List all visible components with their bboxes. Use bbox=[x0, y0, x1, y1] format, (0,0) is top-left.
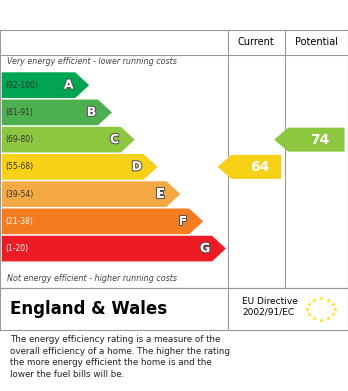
Polygon shape bbox=[274, 127, 345, 152]
Text: B: B bbox=[87, 106, 96, 119]
Polygon shape bbox=[2, 154, 158, 180]
Text: Energy Efficiency Rating: Energy Efficiency Rating bbox=[10, 8, 202, 22]
Polygon shape bbox=[218, 155, 281, 179]
Text: Current: Current bbox=[238, 37, 275, 47]
Polygon shape bbox=[2, 100, 112, 125]
Text: (39-54): (39-54) bbox=[5, 190, 33, 199]
Text: Very energy efficient - lower running costs: Very energy efficient - lower running co… bbox=[7, 57, 177, 66]
Text: EU Directive
2002/91/EC: EU Directive 2002/91/EC bbox=[242, 297, 298, 317]
Text: A: A bbox=[64, 79, 73, 91]
Text: Potential: Potential bbox=[295, 37, 338, 47]
Polygon shape bbox=[2, 236, 226, 262]
Polygon shape bbox=[2, 127, 135, 152]
Polygon shape bbox=[2, 181, 180, 207]
Polygon shape bbox=[2, 208, 203, 234]
Text: (55-68): (55-68) bbox=[5, 162, 33, 171]
Text: G: G bbox=[200, 242, 210, 255]
Text: E: E bbox=[156, 188, 165, 201]
Text: Not energy efficient - higher running costs: Not energy efficient - higher running co… bbox=[7, 274, 177, 283]
Text: (69-80): (69-80) bbox=[5, 135, 33, 144]
Text: England & Wales: England & Wales bbox=[10, 300, 168, 318]
Text: 64: 64 bbox=[250, 160, 269, 174]
Text: F: F bbox=[179, 215, 188, 228]
Text: D: D bbox=[132, 160, 142, 173]
Text: 74: 74 bbox=[310, 133, 330, 147]
Text: The energy efficiency rating is a measure of the
overall efficiency of a home. T: The energy efficiency rating is a measur… bbox=[10, 335, 230, 379]
Text: C: C bbox=[110, 133, 119, 146]
Text: (92-100): (92-100) bbox=[5, 81, 38, 90]
Text: (21-38): (21-38) bbox=[5, 217, 33, 226]
Text: (1-20): (1-20) bbox=[5, 244, 28, 253]
Text: (81-91): (81-91) bbox=[5, 108, 33, 117]
Polygon shape bbox=[2, 72, 89, 98]
